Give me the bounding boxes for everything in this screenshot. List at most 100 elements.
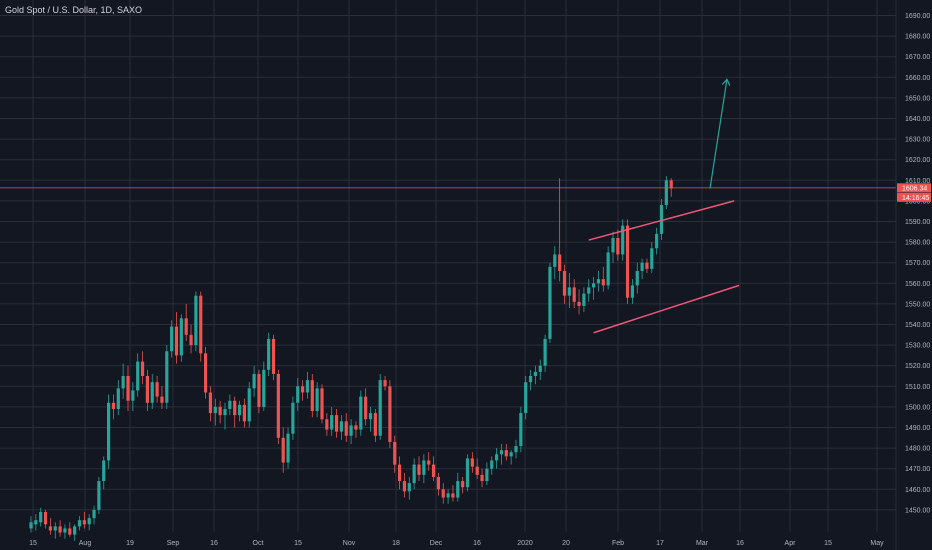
candle[interactable]: [470, 452, 474, 473]
candle[interactable]: [174, 312, 179, 364]
candle[interactable]: [184, 303, 188, 341]
candle[interactable]: [305, 371, 310, 399]
candle[interactable]: [354, 421, 358, 438]
drawings[interactable]: [0, 79, 896, 334]
candle[interactable]: [310, 373, 314, 418]
candle[interactable]: [58, 520, 62, 537]
candle[interactable]: [592, 277, 596, 300]
candle[interactable]: [364, 388, 368, 426]
candle[interactable]: [664, 176, 668, 210]
candle[interactable]: [645, 258, 649, 273]
candle[interactable]: [344, 413, 348, 442]
candle[interactable]: [368, 406, 373, 432]
candle[interactable]: [213, 398, 217, 426]
candle[interactable]: [587, 279, 591, 302]
candle[interactable]: [635, 262, 639, 294]
candle[interactable]: [160, 386, 164, 409]
candle[interactable]: [475, 458, 479, 479]
candle[interactable]: [393, 435, 397, 473]
candle[interactable]: [373, 408, 377, 442]
candle[interactable]: [257, 369, 261, 414]
candle[interactable]: [73, 524, 77, 541]
candle[interactable]: [630, 279, 634, 304]
candle[interactable]: [339, 415, 343, 440]
candle[interactable]: [29, 516, 33, 533]
candle[interactable]: [572, 279, 576, 309]
candle[interactable]: [388, 380, 392, 449]
candle[interactable]: [179, 314, 183, 362]
candle[interactable]: [601, 266, 605, 292]
candle[interactable]: [247, 382, 251, 428]
candle[interactable]: [538, 359, 542, 381]
candle[interactable]: [562, 264, 567, 304]
candle[interactable]: [528, 369, 533, 391]
candle[interactable]: [107, 394, 111, 469]
candle[interactable]: [417, 456, 421, 482]
candle[interactable]: [286, 427, 290, 469]
candle[interactable]: [509, 450, 513, 465]
candle[interactable]: [199, 291, 203, 362]
candle[interactable]: [291, 396, 295, 440]
candle[interactable]: [233, 396, 237, 428]
candle[interactable]: [150, 373, 154, 409]
time-axis[interactable]: 15 Aug 19 Sep 16 Oct 15 Nov 18 Dec 16 2020 20 Feb 17 Ma…: [29, 540, 884, 547]
candle[interactable]: [170, 320, 174, 358]
channel-trendline[interactable]: [593, 284, 740, 334]
candle[interactable]: [39, 507, 43, 527]
candle[interactable]: [189, 324, 193, 354]
candle[interactable]: [296, 378, 300, 412]
candle[interactable]: [242, 398, 246, 428]
candle[interactable]: [655, 227, 659, 255]
candle[interactable]: [359, 390, 363, 436]
candle[interactable]: [325, 413, 329, 436]
candle[interactable]: [533, 365, 537, 385]
candle[interactable]: [412, 458, 416, 490]
candle[interactable]: [499, 443, 504, 465]
candle[interactable]: [596, 270, 601, 292]
candle[interactable]: [422, 454, 426, 484]
candle[interactable]: [63, 524, 67, 539]
candle[interactable]: [606, 246, 610, 290]
candle[interactable]: [548, 262, 552, 344]
channel-trendline[interactable]: [588, 200, 735, 241]
candle[interactable]: [349, 419, 353, 444]
candle[interactable]: [43, 509, 48, 529]
candle[interactable]: [504, 443, 508, 461]
candle[interactable]: [465, 454, 470, 492]
candle[interactable]: [165, 345, 169, 409]
candle[interactable]: [223, 402, 227, 430]
candle[interactable]: [524, 376, 528, 420]
candle[interactable]: [276, 369, 280, 444]
candle[interactable]: [650, 242, 654, 273]
candle[interactable]: [68, 522, 72, 537]
candle[interactable]: [577, 289, 581, 315]
candle[interactable]: [145, 369, 149, 412]
candle[interactable]: [616, 229, 620, 261]
candle[interactable]: [111, 394, 116, 420]
candle[interactable]: [140, 351, 145, 385]
candle[interactable]: [436, 472, 440, 496]
candle[interactable]: [281, 427, 285, 473]
candle[interactable]: [446, 489, 450, 504]
candle[interactable]: [82, 511, 86, 529]
candle[interactable]: [558, 178, 562, 282]
price-axis[interactable]: 1690.00 1680.00 1670.00 1660.00 1650.00 1640.…: [905, 13, 930, 514]
candle[interactable]: [543, 334, 547, 372]
candle[interactable]: [640, 258, 644, 280]
candle[interactable]: [315, 382, 319, 418]
candle[interactable]: [480, 468, 484, 488]
candle[interactable]: [402, 472, 407, 498]
candle[interactable]: [194, 291, 198, 352]
candle[interactable]: [519, 406, 523, 453]
candle[interactable]: [301, 380, 305, 401]
candle[interactable]: [495, 448, 499, 469]
candle[interactable]: [456, 472, 460, 502]
candle[interactable]: [407, 476, 411, 500]
candle[interactable]: [271, 334, 276, 381]
candle[interactable]: [553, 246, 557, 280]
candle[interactable]: [228, 394, 232, 416]
candle[interactable]: [252, 365, 256, 397]
candle[interactable]: [102, 456, 106, 490]
candle[interactable]: [398, 456, 402, 490]
candle[interactable]: [441, 483, 445, 504]
